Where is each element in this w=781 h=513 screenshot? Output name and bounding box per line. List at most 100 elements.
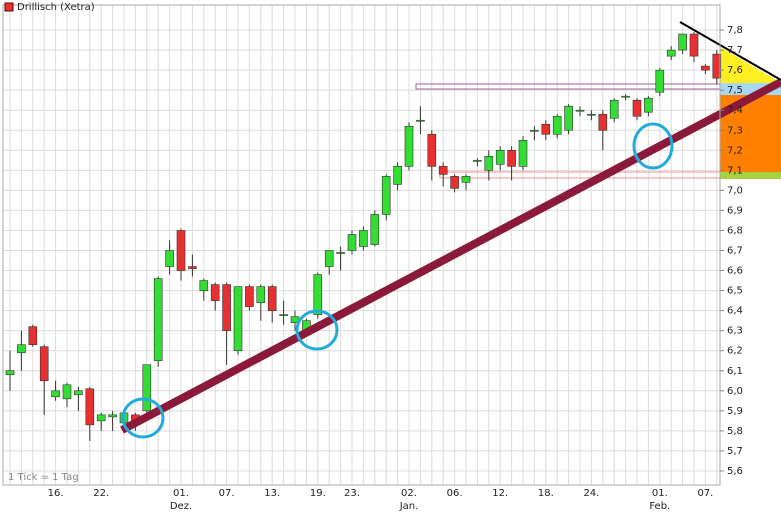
y-tick-label: 6,1 — [727, 366, 743, 377]
candle-body — [142, 364, 152, 412]
y-tick-label: 6,8 — [727, 225, 743, 236]
y-tick-label: 6,5 — [727, 286, 743, 297]
candle-body — [96, 414, 106, 422]
candle-body — [666, 49, 676, 57]
candle-body — [655, 69, 665, 93]
x-tick-label: 23. — [344, 488, 360, 499]
candle-body — [233, 286, 243, 352]
x-tick-label: 02. — [401, 488, 417, 499]
candle-body — [632, 99, 642, 117]
y-tick-label: 7,5 — [727, 85, 743, 96]
y-tick-label: 7,8 — [727, 25, 743, 36]
candle-body — [609, 99, 619, 119]
y-tick-label: 6,7 — [727, 246, 743, 257]
x-tick-label: 12. — [492, 488, 508, 499]
x-tick-label: 18. — [538, 488, 554, 499]
candle-body — [176, 230, 186, 271]
candle-body — [313, 274, 323, 315]
y-tick-label: 6,2 — [727, 346, 743, 357]
y-tick-label: 6,3 — [727, 326, 743, 337]
footnote: 1 Tick = 1 Tag — [8, 472, 79, 483]
x-tick-label: 16. — [48, 488, 64, 499]
candle-body — [427, 133, 437, 167]
candle-body — [222, 284, 231, 331]
candle-body — [74, 390, 83, 396]
x-tick-sublabel: Feb. — [649, 501, 670, 512]
trend-line — [679, 21, 781, 81]
y-tick-label: 6,4 — [727, 306, 743, 317]
candle-body — [5, 370, 15, 376]
candle-body — [644, 97, 653, 113]
plot-frame — [2, 4, 721, 486]
candle-body — [416, 119, 425, 122]
candle-body — [598, 113, 608, 131]
y-tick-label: 7,1 — [727, 165, 743, 176]
candle-body — [210, 284, 220, 301]
y-tick-label: 5,7 — [727, 446, 743, 457]
candle-body — [461, 176, 471, 183]
candle-body — [678, 33, 687, 51]
zone — [720, 47, 781, 83]
candle-body — [28, 326, 38, 346]
y-tick-label: 6,9 — [727, 205, 743, 216]
x-tick-label: 19. — [310, 488, 326, 499]
candle-body — [188, 266, 197, 269]
range-box — [415, 83, 721, 90]
y-tick-label: 5,6 — [727, 466, 743, 477]
x-tick-sublabel: Jan. — [399, 501, 419, 512]
candle-body — [359, 230, 368, 247]
candle-body — [108, 414, 117, 418]
candle-body — [279, 314, 288, 316]
candle-body — [495, 150, 505, 165]
y-tick-label: 5,8 — [727, 426, 743, 437]
candle-body — [438, 166, 448, 175]
x-tick-label: 22. — [93, 488, 109, 499]
x-tick-label: 01. — [173, 488, 189, 499]
candle-body — [507, 150, 516, 167]
candle-body — [347, 234, 357, 251]
candles — [5, 32, 722, 441]
y-tick-label: 7,0 — [727, 185, 743, 196]
x-tick-label: 13. — [264, 488, 280, 499]
y-tick-label: 6,0 — [727, 386, 743, 397]
candle-body — [267, 286, 277, 311]
marker-circle — [121, 397, 165, 439]
candle-body — [199, 280, 209, 291]
y-tick-label: 7,2 — [727, 145, 743, 156]
candle-body — [473, 160, 482, 162]
candle-body — [51, 390, 60, 398]
candle-body — [518, 139, 528, 167]
candle-body — [689, 33, 699, 57]
legend-label: Drillisch (Xetra) — [17, 2, 95, 13]
candle-body — [552, 115, 562, 135]
x-tick-sublabel: Dez. — [170, 501, 192, 512]
marker-circle — [632, 122, 674, 170]
candle-body — [450, 176, 459, 189]
candle-body — [39, 346, 49, 382]
candle-body — [484, 156, 494, 171]
candle-body — [404, 125, 414, 167]
candle-body — [564, 105, 573, 131]
candle-body — [381, 176, 391, 215]
x-tick-label: 07. — [219, 488, 235, 499]
y-tick-label: 7,6 — [727, 65, 743, 76]
candle-body — [587, 113, 596, 116]
candle-body — [153, 278, 163, 362]
x-tick-label: 07. — [697, 488, 713, 499]
zone — [720, 172, 781, 179]
y-tick-label: 7,4 — [727, 105, 743, 116]
candle-body — [575, 109, 585, 112]
candle-body — [701, 65, 710, 71]
candle-body — [530, 129, 539, 132]
candle-body — [336, 252, 345, 254]
candle-body — [393, 166, 402, 185]
candle-body — [621, 95, 630, 98]
candle-body — [370, 214, 380, 245]
candle-body — [62, 384, 72, 400]
y-tick-label: 7,3 — [727, 125, 743, 136]
candle-body — [245, 286, 254, 307]
legend-swatch — [4, 2, 14, 12]
candle-body — [712, 53, 722, 79]
candle-body — [256, 286, 266, 303]
